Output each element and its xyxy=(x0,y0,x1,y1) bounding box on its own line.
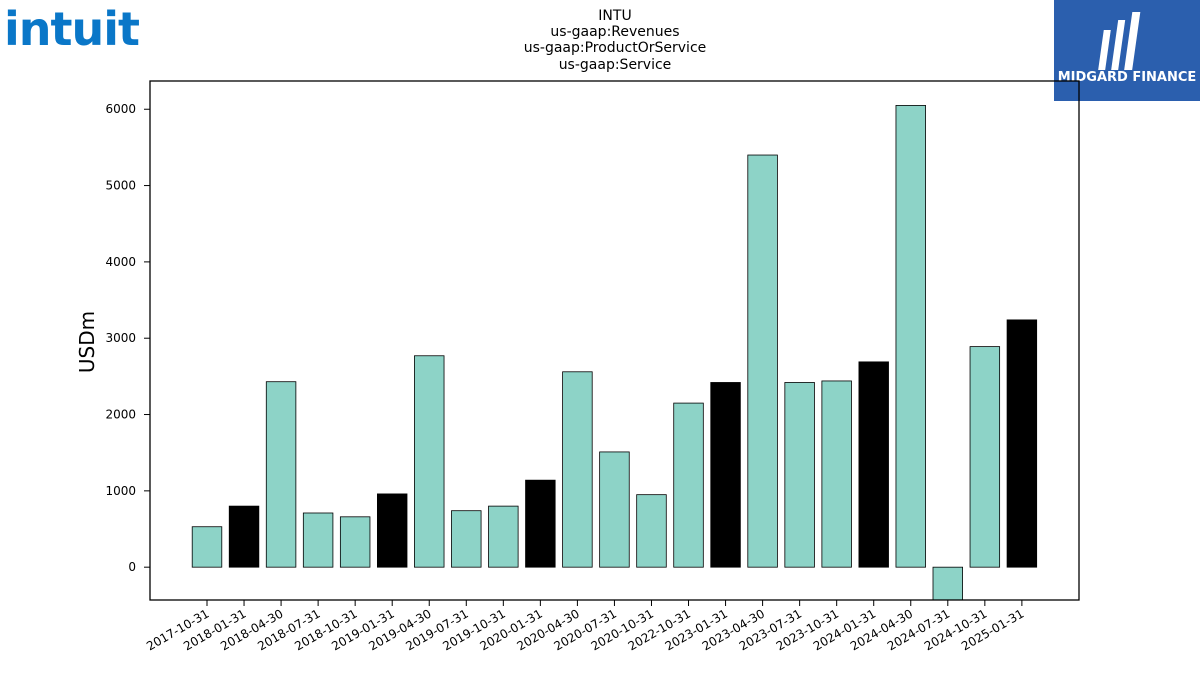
bar-2020-10-31 xyxy=(636,494,667,568)
chart-title-line-4: us-gaap:Service xyxy=(559,57,672,73)
bar-2023-10-31 xyxy=(821,380,852,568)
bar-2020-01-31 xyxy=(525,479,556,568)
bar-2019-01-31 xyxy=(376,493,408,568)
y-axis-ticks: 0 1000 2000 3000 4000 5000 6000 xyxy=(105,102,150,574)
chart-title-line-2: us-gaap:Revenues xyxy=(550,24,679,40)
bar-2019-04-30 xyxy=(414,355,445,568)
y-tick-label: 2000 xyxy=(105,408,136,422)
bar-2017-10-31 xyxy=(191,526,223,568)
intuit-logo-text: intuit xyxy=(4,2,139,56)
midgard-logo-text: MIDGARD FINANCE xyxy=(1058,70,1197,85)
bar-2023-01-31 xyxy=(710,382,741,568)
midgard-logo-mark-icon xyxy=(1098,12,1141,70)
bar-2018-10-31 xyxy=(339,516,371,568)
bar-2024-04-30 xyxy=(895,105,926,568)
bar-2020-04-30 xyxy=(562,371,593,568)
bars xyxy=(191,105,1038,601)
bar-2023-07-31 xyxy=(784,382,815,568)
chart-title-line-1: INTU xyxy=(598,8,631,24)
bar-2023-04-30 xyxy=(747,154,778,568)
y-tick-label: 4000 xyxy=(105,255,136,269)
bar-2025-01-31 xyxy=(1006,319,1038,568)
plot-frame xyxy=(149,80,1080,601)
y-tick-label: 6000 xyxy=(105,102,136,116)
intuit-logo: intuit xyxy=(4,2,140,56)
bar-2018-04-30 xyxy=(265,381,297,568)
bar-2019-10-31 xyxy=(488,505,519,568)
y-tick-label: 1000 xyxy=(105,484,136,498)
y-tick-label: 5000 xyxy=(105,179,136,193)
y-tick-label: 3000 xyxy=(105,331,136,345)
chart-title: INTU us-gaap:Revenues us-gaap:ProductOrS… xyxy=(524,8,707,73)
bar-2024-01-31 xyxy=(858,361,889,568)
bar-2019-07-31 xyxy=(451,510,482,568)
x-axis-ticks: 2017-10-312018-01-312018-04-302018-07-31… xyxy=(144,600,1026,653)
y-tick-label: 0 xyxy=(128,560,136,574)
midgard-finance-logo: MIDGARD FINANCE xyxy=(1054,0,1200,101)
y-axis-label: USDm xyxy=(75,311,99,373)
bar-2018-07-31 xyxy=(302,512,334,568)
bar-2020-07-31 xyxy=(599,451,630,568)
bar-2018-01-31 xyxy=(228,505,260,568)
bar-2022-10-31 xyxy=(673,402,704,568)
bar-2024-07-31 xyxy=(932,566,964,601)
chart-title-line-3: us-gaap:ProductOrService xyxy=(524,40,707,56)
bar-2024-10-31 xyxy=(969,346,1001,568)
